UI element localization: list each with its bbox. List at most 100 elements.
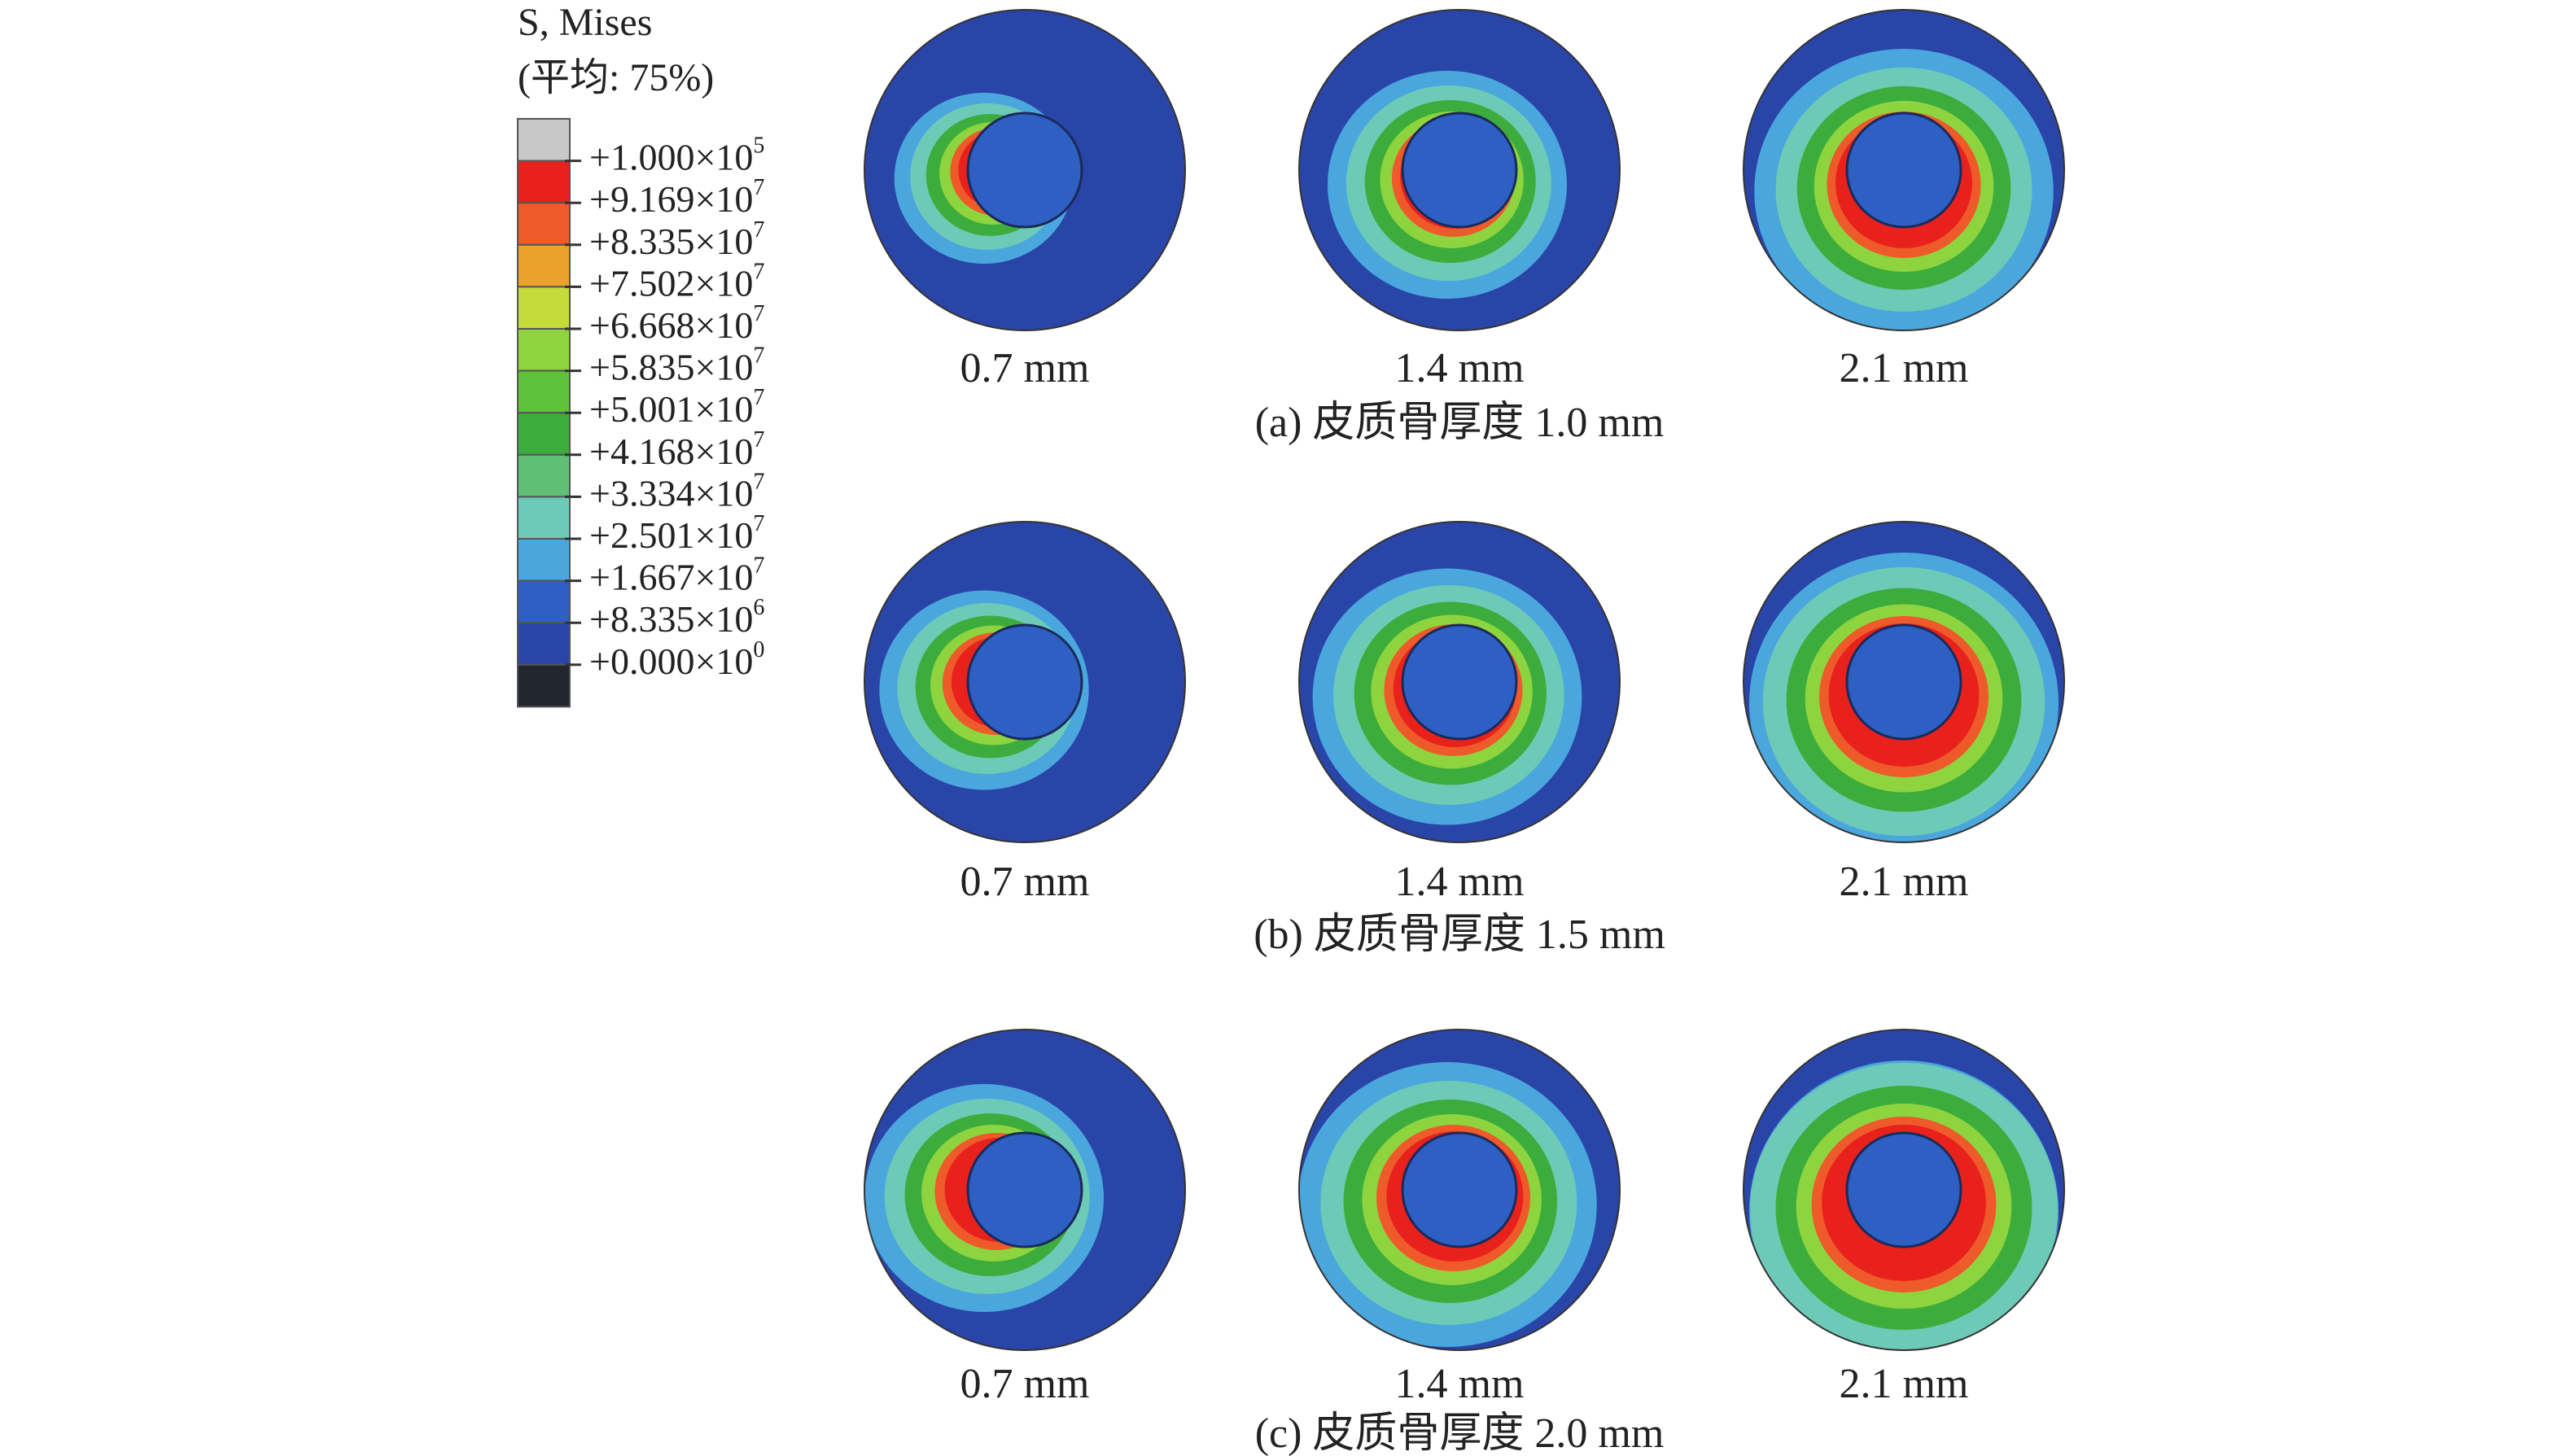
legend-label: +1.000×105 [589, 133, 764, 177]
plot-label: 1.4 mm [1395, 1361, 1525, 1407]
contour-layers [1744, 1030, 2064, 1350]
legend-label: +0.000×100 [589, 637, 764, 681]
contour-layers [864, 10, 1185, 330]
label-base: +1.667×10 [589, 556, 753, 597]
implant-hole [1845, 623, 1962, 741]
panel-caption: (b) 皮质骨厚度 1.5 mm [1254, 912, 1665, 958]
contour-layers [864, 522, 1185, 842]
contour-plot [1743, 521, 2065, 843]
outline [1743, 1029, 2065, 1351]
legend-label: +5.001×107 [589, 386, 764, 430]
outline [1298, 521, 1621, 843]
legend-label: +4.168×107 [589, 427, 764, 471]
legend-label: +9.169×107 [589, 176, 764, 220]
label-base: +6.668×10 [589, 304, 753, 346]
label-exponent: 0 [753, 637, 764, 662]
implant-hole [1845, 111, 1962, 229]
legend-swatch [517, 453, 571, 498]
plot-label: 2.1 mm [1840, 1361, 1969, 1407]
contour-layers [864, 1030, 1185, 1350]
plot-label: 0.7 mm [960, 1361, 1090, 1407]
panel-caption: (c) 皮质骨厚度 2.0 mm [1255, 1410, 1665, 1456]
outline [864, 1029, 1186, 1351]
plot-label: 1.4 mm [1395, 859, 1525, 905]
implant-hole [966, 1131, 1083, 1248]
legend-label: +2.501×107 [589, 511, 764, 555]
implant-hole [1401, 623, 1518, 741]
label-exponent: 7 [753, 176, 764, 201]
contour-plot [864, 9, 1186, 331]
plot-label: 2.1 mm [1840, 859, 1969, 905]
plot-label: 0.7 mm [960, 859, 1090, 905]
outline [864, 521, 1186, 843]
implant-hole [966, 111, 1083, 229]
contour-layers [1299, 522, 1620, 842]
label-exponent: 5 [753, 133, 764, 159]
legend-swatch [517, 118, 571, 162]
label-exponent: 7 [753, 511, 764, 536]
outline [864, 9, 1186, 331]
legend-label: +5.835×107 [589, 343, 764, 387]
implant-hole [1845, 1131, 1962, 1248]
legend-swatch [517, 622, 571, 666]
legend-swatch [517, 538, 571, 582]
contour-plot [1743, 1029, 2065, 1351]
label-exponent: 7 [753, 427, 764, 453]
label-base: +1.000×10 [589, 136, 753, 177]
label-base: +8.335×10 [589, 220, 753, 261]
label-base: +5.001×10 [589, 388, 753, 430]
legend-swatch [517, 412, 571, 456]
implant-hole [1401, 1131, 1518, 1248]
label-exponent: 6 [753, 596, 764, 621]
legend-swatch [517, 328, 571, 372]
contour-layers [1299, 10, 1620, 330]
legend-swatch [517, 369, 571, 414]
legend-swatch [517, 579, 571, 624]
plot-label: 2.1 mm [1840, 345, 1969, 391]
contour-layers [1299, 1030, 1620, 1350]
label-exponent: 7 [753, 386, 764, 411]
legend-label: +3.334×107 [589, 470, 764, 514]
legend-label: +1.667×107 [589, 553, 764, 597]
outline [1298, 1029, 1621, 1351]
label-base: +5.835×10 [589, 346, 753, 387]
plot-label: 0.7 mm [960, 345, 1090, 391]
contour-layers [1744, 522, 2064, 842]
label-base: +0.000×10 [589, 640, 753, 681]
label-exponent: 7 [753, 553, 764, 579]
label-base: +8.335×10 [589, 598, 753, 640]
legend-swatch [517, 202, 571, 246]
label-base: +4.168×10 [589, 430, 753, 471]
label-base: +7.502×10 [589, 262, 753, 304]
legend-subtitle: (平均: 75%) [518, 56, 714, 99]
contour-plot [864, 521, 1186, 843]
legend-label: +6.668×107 [589, 301, 764, 345]
legend-label: +8.335×107 [589, 217, 764, 261]
label-base: +2.501×10 [589, 514, 753, 556]
label-exponent: 7 [753, 217, 764, 243]
label-exponent: 7 [753, 260, 764, 285]
legend-swatch [517, 160, 571, 204]
outline [1743, 521, 2065, 843]
contour-layers [1744, 10, 2064, 330]
plot-label: 1.4 mm [1395, 345, 1525, 391]
contour-plot [864, 1029, 1186, 1351]
legend-title: S, Mises [518, 1, 652, 44]
implant-hole [1401, 111, 1518, 229]
label-exponent: 7 [753, 301, 764, 326]
contour-plot [1298, 521, 1621, 843]
contour-plot [1298, 9, 1621, 331]
contour-plot [1743, 9, 2065, 331]
label-exponent: 7 [753, 343, 764, 369]
outline [1743, 9, 2065, 331]
panel-caption: (a) 皮质骨厚度 1.0 mm [1255, 400, 1665, 446]
contour-plot [1298, 1029, 1621, 1351]
legend-swatch [517, 663, 571, 708]
label-base: +9.169×10 [589, 178, 753, 220]
legend-label: +8.335×106 [589, 596, 764, 640]
implant-hole [966, 623, 1083, 741]
legend-swatch [517, 243, 571, 288]
legend-label: +7.502×107 [589, 260, 764, 304]
legend-swatch [517, 496, 571, 540]
